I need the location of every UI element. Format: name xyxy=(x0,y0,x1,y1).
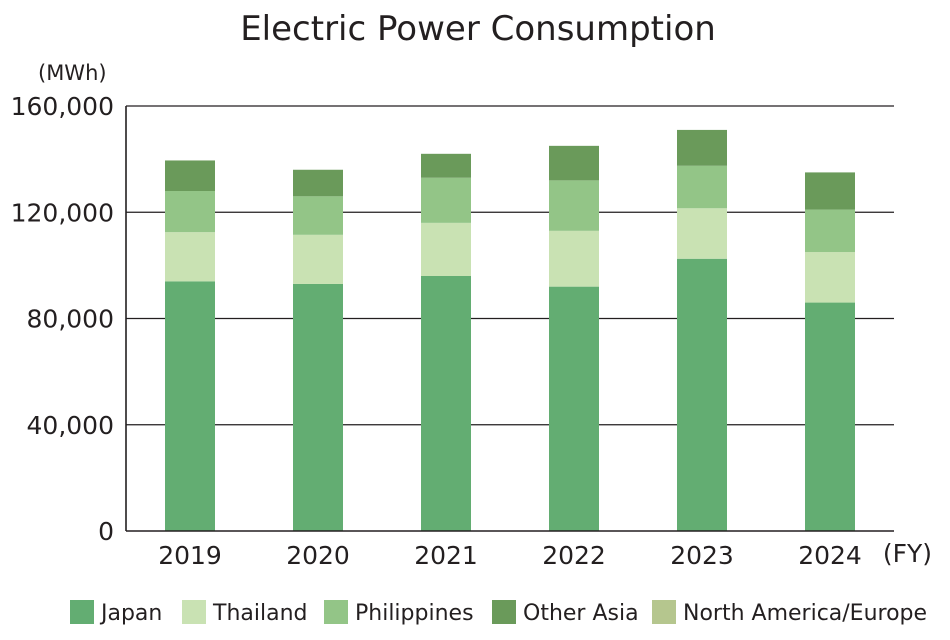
y-axis-ticks: 0 40,000 80,000 120,000 160,000 xyxy=(11,92,114,546)
bar-segment xyxy=(805,172,855,210)
legend-swatch xyxy=(492,600,516,624)
legend-swatch xyxy=(324,600,348,624)
bar-segment xyxy=(549,180,599,231)
x-axis-ticks: 2019 2020 2021 2022 2023 2024 xyxy=(158,541,862,570)
legend-swatch xyxy=(70,600,94,624)
bar-segment xyxy=(293,283,343,531)
bar-segment xyxy=(165,191,215,233)
bar-segment xyxy=(549,286,599,531)
bar-segment xyxy=(421,177,471,223)
x-tick-label: 2019 xyxy=(158,541,222,570)
x-tick-label: 2023 xyxy=(670,541,734,570)
bar-segment xyxy=(549,145,599,181)
bar-segment xyxy=(677,258,727,531)
bar-segment xyxy=(293,234,343,284)
bar-segment xyxy=(165,281,215,531)
gridlines xyxy=(126,105,894,426)
bar-segment xyxy=(293,196,343,235)
y-tick-label: 120,000 xyxy=(11,198,114,227)
bar-segment xyxy=(805,209,855,253)
bar-segment xyxy=(421,222,471,276)
y-tick-label: 160,000 xyxy=(11,92,114,121)
bar-segment xyxy=(421,153,471,178)
legend-label: Other Asia xyxy=(523,601,639,626)
y-tick-label: 0 xyxy=(98,517,114,546)
bar-segment xyxy=(677,208,727,259)
bar-segment xyxy=(293,169,343,197)
legend: Japan Thailand Philippines Other Asia North … xyxy=(70,600,927,626)
bar-segment xyxy=(165,160,215,191)
legend-label: North America/Europe xyxy=(683,601,927,626)
legend-swatch xyxy=(652,600,676,624)
y-axis-unit-label: (MWh) xyxy=(38,61,107,85)
x-tick-label: 2024 xyxy=(798,541,862,570)
legend-label: Thailand xyxy=(212,601,307,626)
legend-label: Japan xyxy=(99,601,162,626)
bar-segment xyxy=(805,252,855,303)
legend-swatch xyxy=(182,600,206,624)
chart-title: Electric Power Consumption xyxy=(240,9,716,49)
bar-segment xyxy=(165,232,215,282)
legend-label: Philippines xyxy=(355,601,474,626)
bar-segment xyxy=(421,276,471,531)
x-tick-label: 2021 xyxy=(414,541,478,570)
bar-segment xyxy=(549,230,599,287)
y-tick-label: 40,000 xyxy=(27,411,114,440)
bar-segment xyxy=(677,165,727,209)
x-tick-label: 2020 xyxy=(286,541,350,570)
bar-segment xyxy=(677,129,727,166)
x-tick-label: 2022 xyxy=(542,541,606,570)
y-tick-label: 80,000 xyxy=(27,305,114,334)
bar-segment xyxy=(805,302,855,531)
x-axis-unit-label: (FY) xyxy=(883,539,932,568)
bars xyxy=(165,129,855,531)
